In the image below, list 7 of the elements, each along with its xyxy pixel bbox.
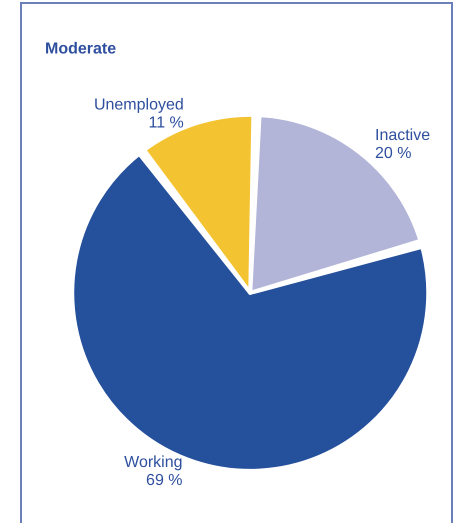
slice-label: Unemployed	[94, 96, 184, 114]
data-label: 11 %	[148, 114, 184, 132]
data-label: 69 %	[146, 472, 183, 489]
chart-title: Moderate	[45, 40, 116, 58]
data-label: 20 %	[374, 145, 412, 162]
slice-label: Inactive	[374, 127, 430, 144]
slice-label: Working	[124, 454, 183, 471]
